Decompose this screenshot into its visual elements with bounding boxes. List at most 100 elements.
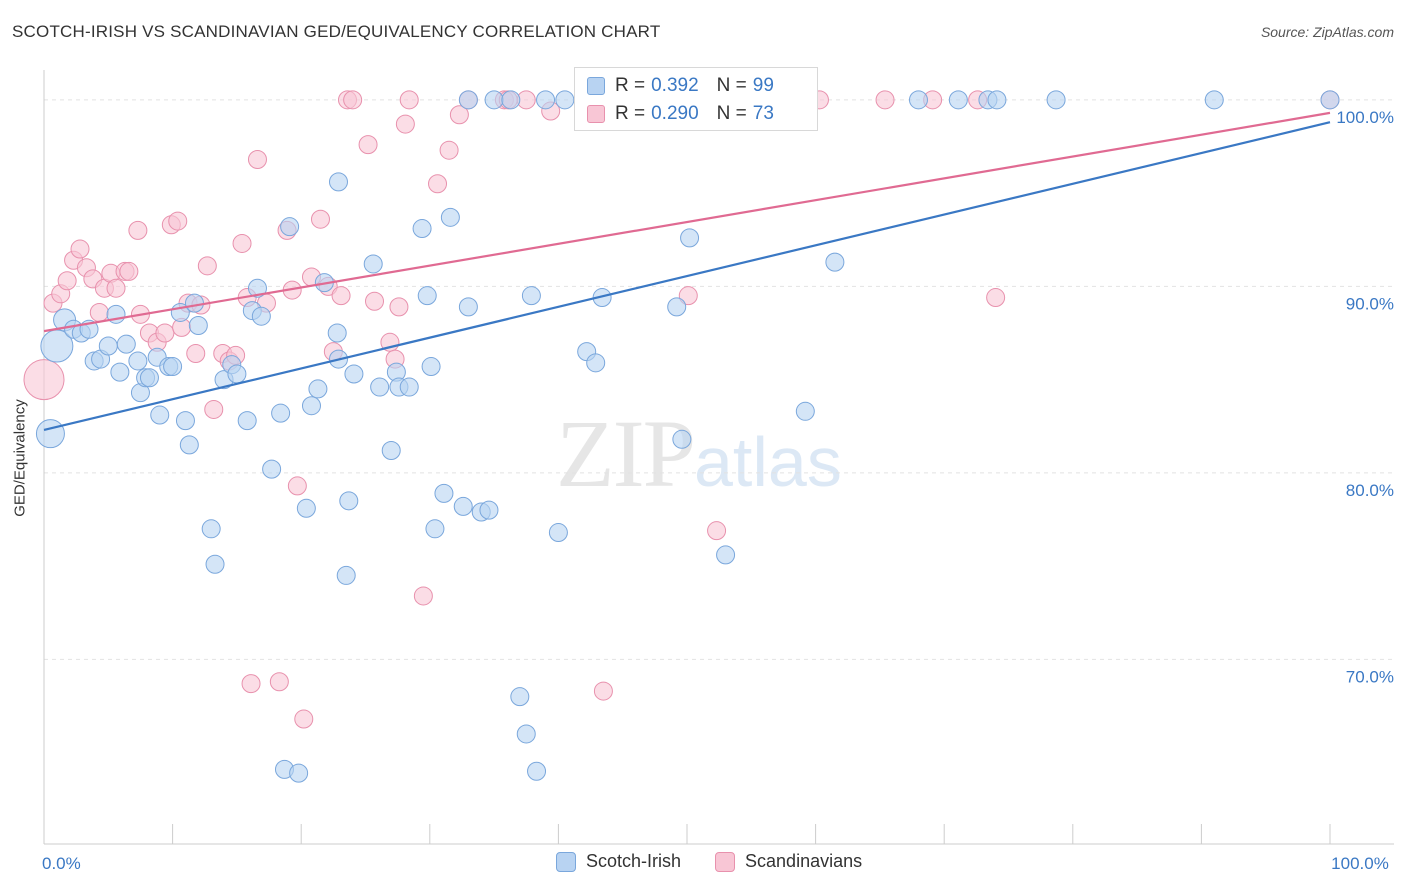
legend-r-label: R = [615,75,646,96]
stats-legend: R = 0.392 N = 99 R = 0.290 N = 73 [574,67,818,131]
scotch-irish-point [586,353,606,373]
scotch-irish-point [527,761,547,781]
scandinavians-point [197,256,217,276]
scandinavians-point [449,105,469,125]
scotch-irish-point [201,519,221,539]
scotch-irish-point [536,90,556,110]
scotch-irish-point [716,545,736,565]
scandinavians-point [413,586,433,606]
scotch-irish-point [110,362,130,382]
scandinavians-point [70,239,90,259]
scotch-irish-point [296,498,316,518]
scotch-irish-point [271,403,291,423]
scotch-irish-point [908,90,928,110]
scandinavians-points [23,90,1340,729]
legend-swatch-scotch-irish [587,77,605,95]
scotch-irish-point [262,459,282,479]
x-tick-label: 100.0% [1331,854,1389,873]
x-tick-label: 0.0% [42,854,81,873]
scandinavians-point [106,278,126,298]
scotch-irish-point [555,90,575,110]
scandinavians-point [593,681,613,701]
scotch-irish-point [344,364,364,384]
scotch-irish-point [370,377,390,397]
scandinavians-point [678,286,698,306]
scotch-irish-point [139,368,159,388]
scotch-irish-point [163,357,183,377]
scandinavians-point [389,297,409,317]
scotch-irish-point [421,357,441,377]
watermark-zip: ZIP [556,400,696,507]
scotch-irish-point [179,435,199,455]
scotch-irish-point [667,297,687,317]
watermark-atlas: atlas [694,423,842,501]
scotch-irish-point [301,396,321,416]
scotch-irish-point [453,496,473,516]
scotch-irish-point [116,334,136,354]
scotch-irish-point [795,401,815,421]
scandinavians-point [986,288,1006,308]
scotch-irish-point [948,90,968,110]
scotch-irish-point [412,219,432,239]
scandinavians-point [57,271,77,291]
scotch-irish-point [672,429,692,449]
scotch-irish-point [434,483,454,503]
series-legend: Scotch-Irish Scandinavians [556,851,896,872]
scotch-irish-point [175,411,195,431]
scotch-irish-point [417,286,437,306]
scotch-irish-point [237,411,257,431]
legend-row-scotch-irish: R = 0.392 N = 99 [587,74,774,98]
source-label: Source: ZipAtlas.com [1260,24,1394,40]
scandinavians-point [294,709,314,729]
legend-r-label: R = [615,103,646,124]
scotch-irish-point [280,217,300,237]
scotch-irish-point [363,254,383,274]
y-tick-label: 90.0% [1346,294,1394,313]
scotch-irish-point [35,419,65,449]
scotch-irish-points [35,90,1340,783]
scotch-irish-point [150,405,170,425]
scandinavians-point [204,399,224,419]
scandinavians-point [428,174,448,194]
scotch-irish-point [227,364,247,384]
scotch-irish-point [425,519,445,539]
scotch-irish-point [516,724,536,744]
scandinavians-point [399,90,419,110]
scandinavians-point [343,90,363,110]
scandinavians-point [247,150,267,170]
scotch-irish-point [327,323,347,343]
series-swatch-scandinavians [715,851,736,872]
y-tick-label: 100.0% [1336,108,1394,127]
scotch-irish-point [1046,90,1066,110]
scandinavians-point [128,220,148,240]
scandinavians-point [310,209,330,229]
scandinavians-point [186,343,206,363]
scotch-irish-point [987,90,1007,110]
scandinavians-point [707,521,727,541]
trend-lines [43,111,1331,432]
scandinavians-point [155,323,175,343]
scandinavians-trend-line [43,111,1331,333]
legend-n-label: N = [716,103,747,124]
scotch-irish-point [336,565,356,585]
scotch-irish-point [184,293,204,313]
series-name-scandinavians: Scandinavians [745,851,863,871]
tick-labels: 100.0% 90.0% 80.0% 70.0% 0.0% 100.0% [42,108,1394,873]
scotch-irish-point [548,523,568,543]
scotch-irish-point [479,500,499,520]
scandinavians-point [365,291,385,311]
scandinavians-point [168,211,188,231]
scotch-irish-point [205,554,225,574]
scotch-irish-point [399,377,419,397]
scotch-irish-point [251,306,271,326]
scotch-irish-point [521,286,541,306]
scotch-irish-point [247,278,267,298]
legend-row-scandinavians: R = 0.290 N = 73 [587,102,774,126]
scandinavians-point [269,672,289,692]
scandinavians-point [287,476,307,496]
chart-title: SCOTCH-IRISH VS SCANDINAVIAN GED/EQUIVAL… [12,22,661,41]
series-name-scotch-irish: Scotch-Irish [586,851,682,871]
scandinavians-point [875,90,895,110]
scotch-irish-point [825,252,845,272]
